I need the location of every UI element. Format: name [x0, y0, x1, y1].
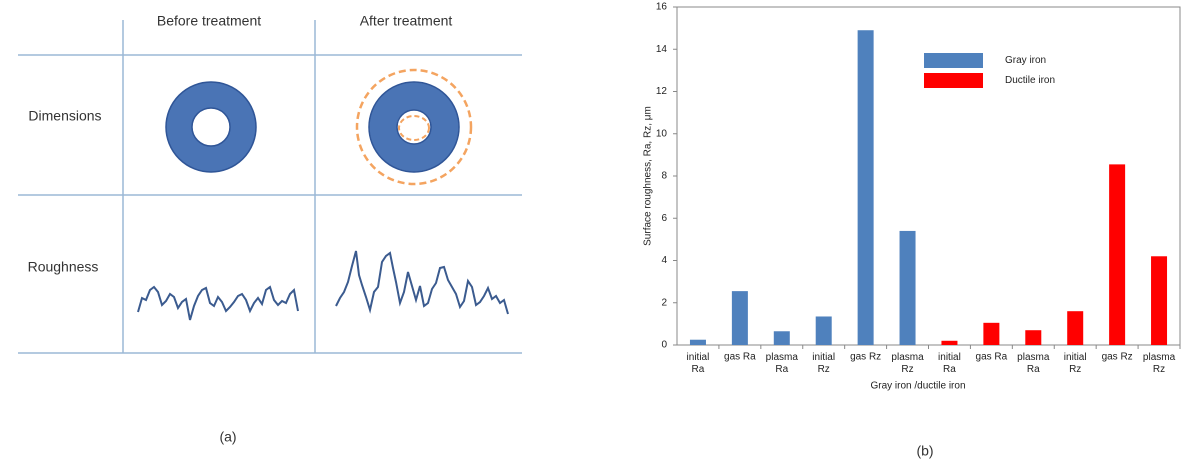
- x-tick-label: gas Ra: [724, 352, 756, 363]
- legend-label: Ductile iron: [1005, 75, 1055, 86]
- bar: [815, 316, 832, 345]
- ring-edge: [191, 107, 231, 147]
- y-axis-label: Surface roughness, Ra, Rz, μm: [643, 106, 654, 246]
- y-tick-label: 10: [656, 128, 668, 139]
- y-tick-label: 14: [656, 44, 668, 55]
- roughness-profile: [335, 250, 509, 315]
- dashed-outline: [398, 115, 430, 141]
- dashed-outline: [355, 68, 473, 186]
- ring: [369, 82, 459, 172]
- caption: (b): [916, 443, 933, 459]
- x-tick-label: plasma Ra: [766, 352, 799, 375]
- bar: [857, 30, 874, 346]
- x-tick-label: plasma Rz: [1143, 352, 1176, 375]
- row-header: Dimensions: [28, 108, 101, 124]
- x-tick-label: gas Rz: [1102, 352, 1133, 363]
- legend-label: Gray iron: [1005, 55, 1046, 66]
- caption: (a): [219, 429, 236, 445]
- x-tick-label: plasma Ra: [1017, 352, 1050, 375]
- bar: [983, 322, 1000, 345]
- column-header: Before treatment: [157, 13, 261, 29]
- legend-swatch: [924, 73, 983, 88]
- y-tick-label: 12: [656, 86, 668, 97]
- ring-edge: [165, 81, 257, 173]
- x-axis-label: Gray iron /ductile iron: [870, 381, 965, 392]
- x-tick-label: initial Rz: [812, 352, 835, 375]
- x-tick-label: initial Rz: [1064, 352, 1087, 375]
- x-tick-label: plasma Rz: [891, 352, 924, 375]
- bar: [941, 340, 958, 345]
- y-tick-label: 16: [656, 2, 668, 13]
- bar: [731, 291, 748, 345]
- ring-edge: [368, 81, 460, 173]
- ring-edge: [396, 109, 432, 145]
- bar: [773, 331, 790, 345]
- y-tick-label: 8: [661, 171, 667, 182]
- x-tick-label: gas Rz: [850, 352, 881, 363]
- bar: [899, 230, 916, 345]
- y-tick-label: 6: [661, 213, 667, 224]
- x-tick-label: gas Ra: [976, 352, 1008, 363]
- legend-swatch: [924, 53, 983, 68]
- row-header: Roughness: [28, 259, 99, 275]
- x-tick-label: initial Ra: [687, 352, 710, 375]
- diagram: [18, 20, 522, 354]
- bar: [1025, 330, 1042, 345]
- bar: [689, 339, 706, 345]
- y-tick-label: 4: [661, 255, 667, 266]
- y-tick-label: 2: [661, 297, 667, 308]
- column-header: After treatment: [360, 13, 453, 29]
- ring: [166, 82, 256, 172]
- roughness-profile: [137, 285, 299, 321]
- bar: [1151, 256, 1168, 345]
- y-tick-label: 0: [661, 340, 667, 351]
- bar: [1109, 164, 1126, 345]
- x-tick-label: initial Ra: [938, 352, 961, 375]
- bar: [1067, 311, 1084, 345]
